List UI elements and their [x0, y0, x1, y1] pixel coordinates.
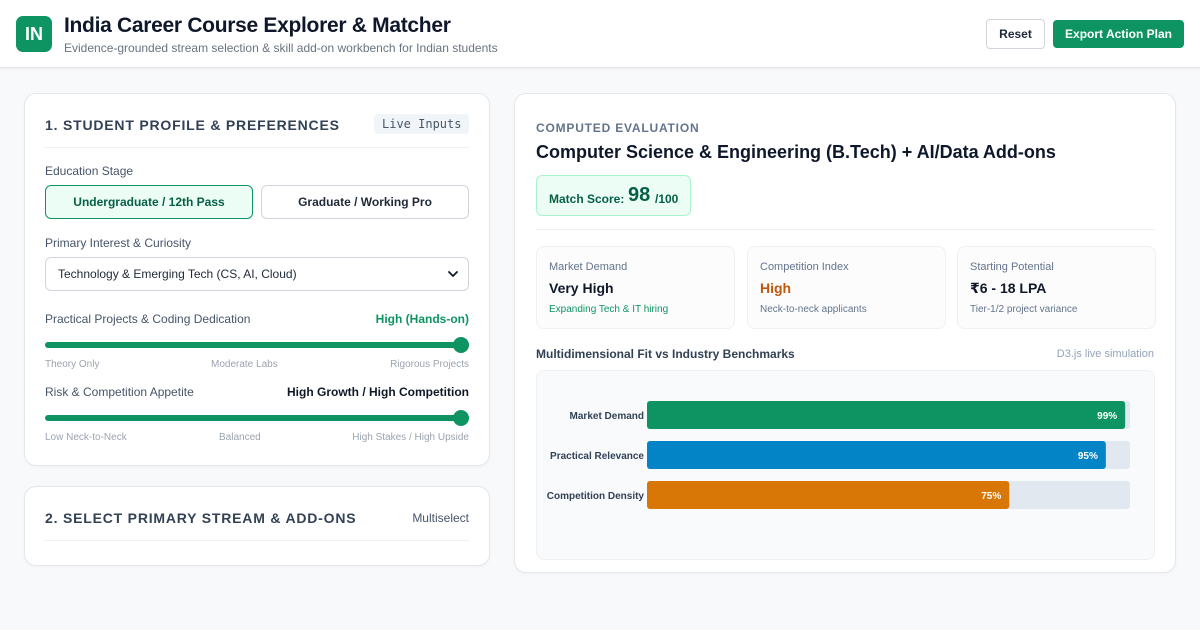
metric-label: Competition Index — [760, 261, 849, 273]
bar-category-label: Competition Density — [547, 491, 645, 502]
metric-note: Neck-to-neck applicants — [760, 304, 867, 315]
match-score-max: /100 — [655, 192, 679, 206]
bar — [647, 481, 1010, 509]
profile-divider — [45, 147, 469, 148]
fit-benchmark-chart: Market Demand 99% Practical Relevance 95% Co… — [536, 370, 1155, 560]
evaluation-card: Computed Evaluation Computer Science & E… — [514, 93, 1176, 573]
metric-note: Expanding Tech & IT hiring — [549, 304, 669, 315]
education-option-graduate[interactable]: Graduate / Working Pro — [261, 185, 469, 219]
match-score-badge: Match Score: 98 /100 — [536, 175, 691, 216]
bar-category-label: Practical Relevance — [550, 451, 644, 462]
bar — [647, 441, 1106, 469]
profile-card-title: 1. Student Profile & Preferences — [45, 117, 340, 133]
chart-section-note: D3.js live simulation — [1056, 348, 1154, 360]
risk-slider-thumb[interactable] — [453, 410, 469, 426]
stream-divider — [45, 540, 469, 541]
projects-dedication-label: Practical Projects & Coding Dedication — [45, 312, 251, 326]
stream-selection-card: 2. Select Primary Stream & Add-ons Multi… — [24, 486, 490, 566]
metric-card-competition-index: Competition Index High Neck-to-neck appl… — [747, 246, 946, 329]
metric-value: High — [760, 280, 792, 296]
bar — [647, 401, 1126, 429]
interest-select[interactable]: Technology & Emerging Tech (CS, AI, Clou… — [45, 257, 469, 291]
multiselect-tag: Multiselect — [412, 511, 469, 525]
bar-value-label: 75% — [981, 491, 1001, 502]
interest-label: Primary Interest & Curiosity — [45, 236, 192, 250]
match-score-label: Match Score: — [549, 192, 625, 206]
metric-card-market-demand: Market Demand Very High Expanding Tech &… — [536, 246, 735, 329]
student-profile-card: 1. Student Profile & Preferences Live In… — [24, 93, 490, 466]
education-stage-label: Education Stage — [45, 164, 134, 178]
risk-tick-mid: Balanced — [219, 432, 261, 443]
bar-category-label: Market Demand — [570, 411, 644, 422]
match-score-value: 98 — [628, 184, 651, 206]
projects-slider-thumb[interactable] — [453, 337, 469, 353]
risk-appetite-label: Risk & Competition Appetite — [45, 385, 194, 399]
evaluation-divider — [536, 229, 1155, 230]
chevron-down-icon — [448, 271, 458, 277]
interest-select-value: Technology & Emerging Tech (CS, AI, Clou… — [58, 267, 297, 281]
education-option-undergraduate[interactable]: Undergraduate / 12th Pass — [45, 185, 253, 219]
metric-note: Tier-1/2 project variance — [970, 304, 1078, 315]
app-subtitle: Evidence-grounded stream selection & ski… — [64, 41, 498, 55]
projects-tick-low: Theory Only — [45, 359, 100, 370]
app-header: IN India Career Course Explorer & Matche… — [0, 0, 1200, 68]
evaluation-title: Computer Science & Engineering (B.Tech) … — [536, 142, 1056, 162]
export-action-plan-button[interactable]: Export Action Plan — [1053, 20, 1184, 48]
metric-value: ₹6 - 18 LPA — [970, 280, 1047, 296]
bar-value-label: 95% — [1078, 451, 1098, 462]
live-inputs-tag: Live Inputs — [374, 114, 470, 134]
bar-value-label: 99% — [1097, 411, 1117, 422]
metric-value: Very High — [549, 280, 614, 296]
risk-tick-low: Low Neck-to-Neck — [45, 432, 127, 443]
metric-card-starting-potential: Starting Potential ₹6 - 18 LPA Tier-1/2 … — [957, 246, 1156, 329]
app-title: India Career Course Explorer & Matcher — [64, 14, 451, 37]
projects-slider-track[interactable] — [45, 342, 469, 348]
risk-slider-track[interactable] — [45, 415, 469, 421]
projects-tick-mid: Moderate Labs — [211, 359, 278, 370]
fit-benchmark-chart-svg: Market Demand 99% Practical Relevance 95% Co… — [547, 401, 1130, 509]
evaluation-eyebrow: Computed Evaluation — [536, 121, 700, 135]
risk-tick-high: High Stakes / High Upside — [352, 432, 469, 443]
chart-section-title: Multidimensional Fit vs Industry Benchma… — [536, 347, 795, 361]
reset-button[interactable]: Reset — [986, 19, 1045, 49]
risk-appetite-value: High Growth / High Competition — [287, 385, 469, 399]
projects-dedication-value: High (Hands-on) — [375, 312, 469, 326]
projects-tick-high: Rigorous Projects — [390, 359, 469, 370]
stream-card-title: 2. Select Primary Stream & Add-ons — [45, 510, 357, 526]
metric-label: Starting Potential — [970, 261, 1054, 273]
app-logo: IN — [16, 16, 52, 52]
metric-label: Market Demand — [549, 261, 628, 273]
